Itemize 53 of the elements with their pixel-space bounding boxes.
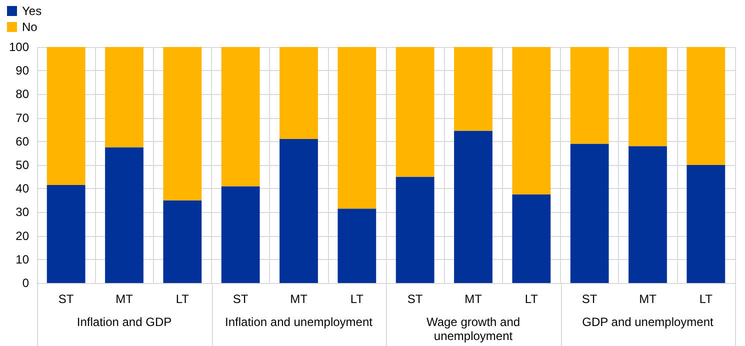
bar xyxy=(338,208,376,283)
x-tick-label: LT xyxy=(176,292,190,306)
x-tick-label: LT xyxy=(699,292,714,306)
x-tick-label: MT xyxy=(116,292,134,306)
text: Wage growth and unemployment xyxy=(426,315,520,343)
bar xyxy=(396,47,434,177)
y-tick-label: 50 xyxy=(16,158,30,172)
y-tick-label: 30 xyxy=(16,205,30,220)
x-tick-label: LT xyxy=(524,292,539,306)
text: GDP and unemployment xyxy=(582,315,714,329)
bar xyxy=(570,47,609,144)
y-tick-label: 90 xyxy=(16,64,30,78)
x-tick-label: MT xyxy=(639,292,658,306)
text: Inflation and GDP xyxy=(76,315,172,329)
x-tick-label: ST xyxy=(58,292,74,306)
bar xyxy=(163,200,202,283)
y-tick-label: 10 xyxy=(16,252,30,266)
bar xyxy=(221,47,260,186)
y-tick-label: 70 xyxy=(16,110,30,125)
bar xyxy=(396,176,434,283)
text: Inflation and unemployment xyxy=(225,315,374,329)
bar xyxy=(105,147,144,283)
legend-label: Yes xyxy=(22,4,42,18)
bar xyxy=(105,47,144,148)
x-tick-label: LT xyxy=(350,292,364,306)
bar xyxy=(338,47,376,209)
bar xyxy=(454,130,492,283)
y-tick-label: 60 xyxy=(16,134,30,148)
bar xyxy=(46,185,86,283)
x-tick-label: ST xyxy=(582,292,598,306)
bar xyxy=(163,47,202,200)
y-tick-label: 80 xyxy=(16,87,30,102)
bar xyxy=(454,47,492,131)
bar xyxy=(46,47,86,186)
bar xyxy=(221,186,260,283)
bar xyxy=(512,47,551,194)
y-tick-label: 40 xyxy=(16,182,30,196)
bar xyxy=(280,47,318,140)
y-tick-label: 100 xyxy=(8,40,30,54)
bar xyxy=(570,144,609,283)
x-tick-label: ST xyxy=(407,292,424,306)
x-tick-label: ST xyxy=(232,292,249,306)
bar xyxy=(280,139,318,283)
y-tick-label: 0 xyxy=(22,276,30,290)
bar xyxy=(512,194,551,283)
bar xyxy=(628,146,667,283)
y-tick-label: 20 xyxy=(16,228,30,243)
bar xyxy=(628,47,667,146)
x-tick-label: MT xyxy=(290,292,308,306)
legend-label: No xyxy=(22,20,38,34)
x-tick-label: MT xyxy=(464,292,483,306)
bar xyxy=(686,47,726,165)
bar xyxy=(686,165,726,283)
